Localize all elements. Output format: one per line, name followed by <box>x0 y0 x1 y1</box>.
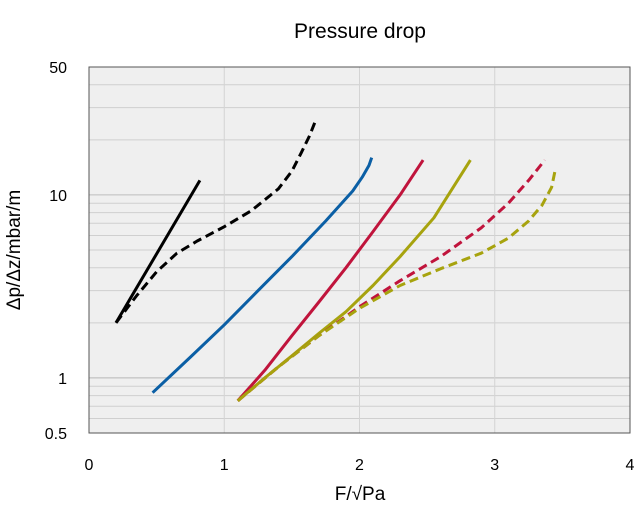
x-tick-label: 4 <box>626 457 635 474</box>
y-axis-label: Δp/Δz/mbar/m <box>4 190 25 310</box>
x-tick-label: 3 <box>490 457 499 474</box>
y-tick-label: 10 <box>49 188 67 205</box>
y-tick-label: 0.5 <box>45 426 67 443</box>
y-axis-ticks: 0.5 1 10 50 <box>45 60 67 443</box>
chart-title: Pressure drop <box>294 20 426 43</box>
series-line-7 <box>236 167 558 402</box>
y-tick-label: 1 <box>58 371 67 388</box>
y-tick-label: 50 <box>49 60 67 77</box>
x-tick-label: 2 <box>355 457 364 474</box>
series-line-1 <box>114 179 202 324</box>
x-tick-label: 0 <box>85 457 94 474</box>
x-axis-ticks: 0 1 2 3 4 <box>85 457 635 474</box>
series-group <box>114 118 558 402</box>
x-axis-label: F/√Pa <box>335 484 386 505</box>
series-line-2 <box>114 118 318 324</box>
x-tick-label: 1 <box>220 457 229 474</box>
series-line-3 <box>151 157 374 394</box>
series-line-4 <box>236 159 425 402</box>
plot-frame <box>88 66 631 434</box>
